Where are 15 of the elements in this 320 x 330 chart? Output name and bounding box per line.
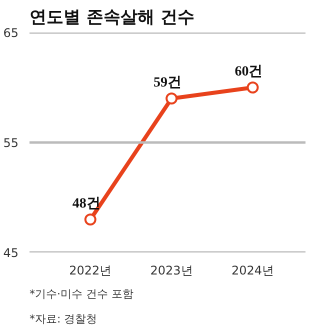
- chart-title: 연도별 존속살해 건수: [30, 8, 194, 28]
- x-tick-label: 2023년: [150, 264, 193, 278]
- text: 48건: [72, 196, 100, 212]
- point: [84, 214, 96, 226]
- y-tick-label: 65: [3, 26, 19, 40]
- y-tick-label: 55: [3, 136, 19, 150]
- text: 59건: [154, 76, 182, 90]
- x-tick-label: 2024년: [231, 264, 274, 278]
- text: *기수·미수 건수 포함: [30, 288, 134, 300]
- x-tick-label: 2022년: [69, 264, 112, 278]
- point: [246, 82, 259, 94]
- y-tick-label: 45: [3, 246, 19, 260]
- text: 60건: [234, 64, 263, 80]
- point: [166, 92, 178, 104]
- text: *자료: 경찰청: [30, 312, 98, 326]
